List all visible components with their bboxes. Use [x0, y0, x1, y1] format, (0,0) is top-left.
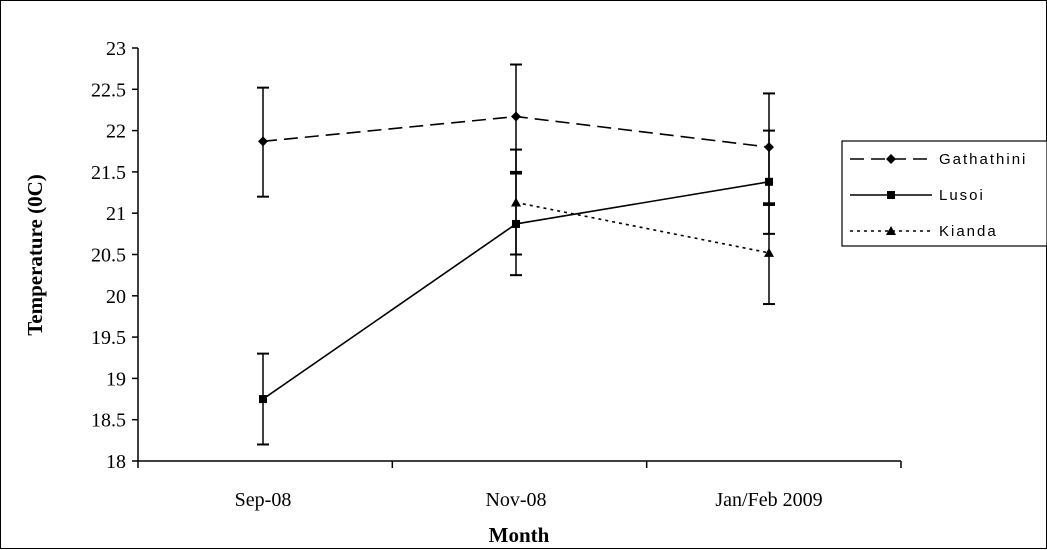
y-axis-title: Temperature (0C)	[23, 174, 47, 336]
y-tick-label: 20	[106, 286, 126, 308]
data-point-triangle	[886, 226, 896, 235]
y-tick-label: 21	[106, 203, 126, 225]
legend-label-kianda: Kianda	[939, 223, 998, 240]
y-tick-label: 19.5	[91, 327, 126, 349]
data-point-diamond	[258, 136, 268, 147]
kianda-series-line	[515, 201, 770, 254]
legend: Gathathini Lusoi Kianda	[841, 140, 1047, 247]
x-tick-label: Sep-08	[235, 489, 292, 511]
legend-label-gathathini: Gathathini	[939, 151, 1027, 168]
data-point-diamond	[511, 111, 521, 122]
data-point-diamond	[764, 142, 774, 153]
y-tick-label: 18	[106, 451, 126, 473]
data-point-square	[259, 395, 267, 404]
y-tick-label: 20.5	[91, 245, 126, 267]
data-point-square	[512, 219, 520, 228]
legend-label-lusoi: Lusoi	[939, 187, 985, 204]
x-axis-title: Month	[489, 523, 550, 547]
data-point-square	[765, 177, 773, 186]
x-tick-label: Jan/Feb 2009	[715, 489, 822, 511]
data-point-diamond	[886, 154, 896, 164]
y-tick-label: 22.5	[91, 79, 126, 101]
y-tick-label: 19	[106, 368, 126, 390]
data-point-triangle	[511, 197, 521, 207]
y-tick-label: 23	[106, 38, 126, 60]
y-tick-label: 21.5	[91, 162, 126, 184]
axes: 18 18.5 19 19.5 20 20.5 21 21.5 22 22.5 23 Sep-08 No…	[91, 38, 902, 511]
data-point-square	[887, 191, 895, 199]
y-tick-label: 18.5	[91, 410, 126, 432]
data-point-triangle	[764, 247, 774, 257]
series-markers	[258, 111, 774, 404]
y-tick-label: 22	[106, 121, 126, 143]
x-tick-label: Nov-08	[485, 489, 546, 511]
